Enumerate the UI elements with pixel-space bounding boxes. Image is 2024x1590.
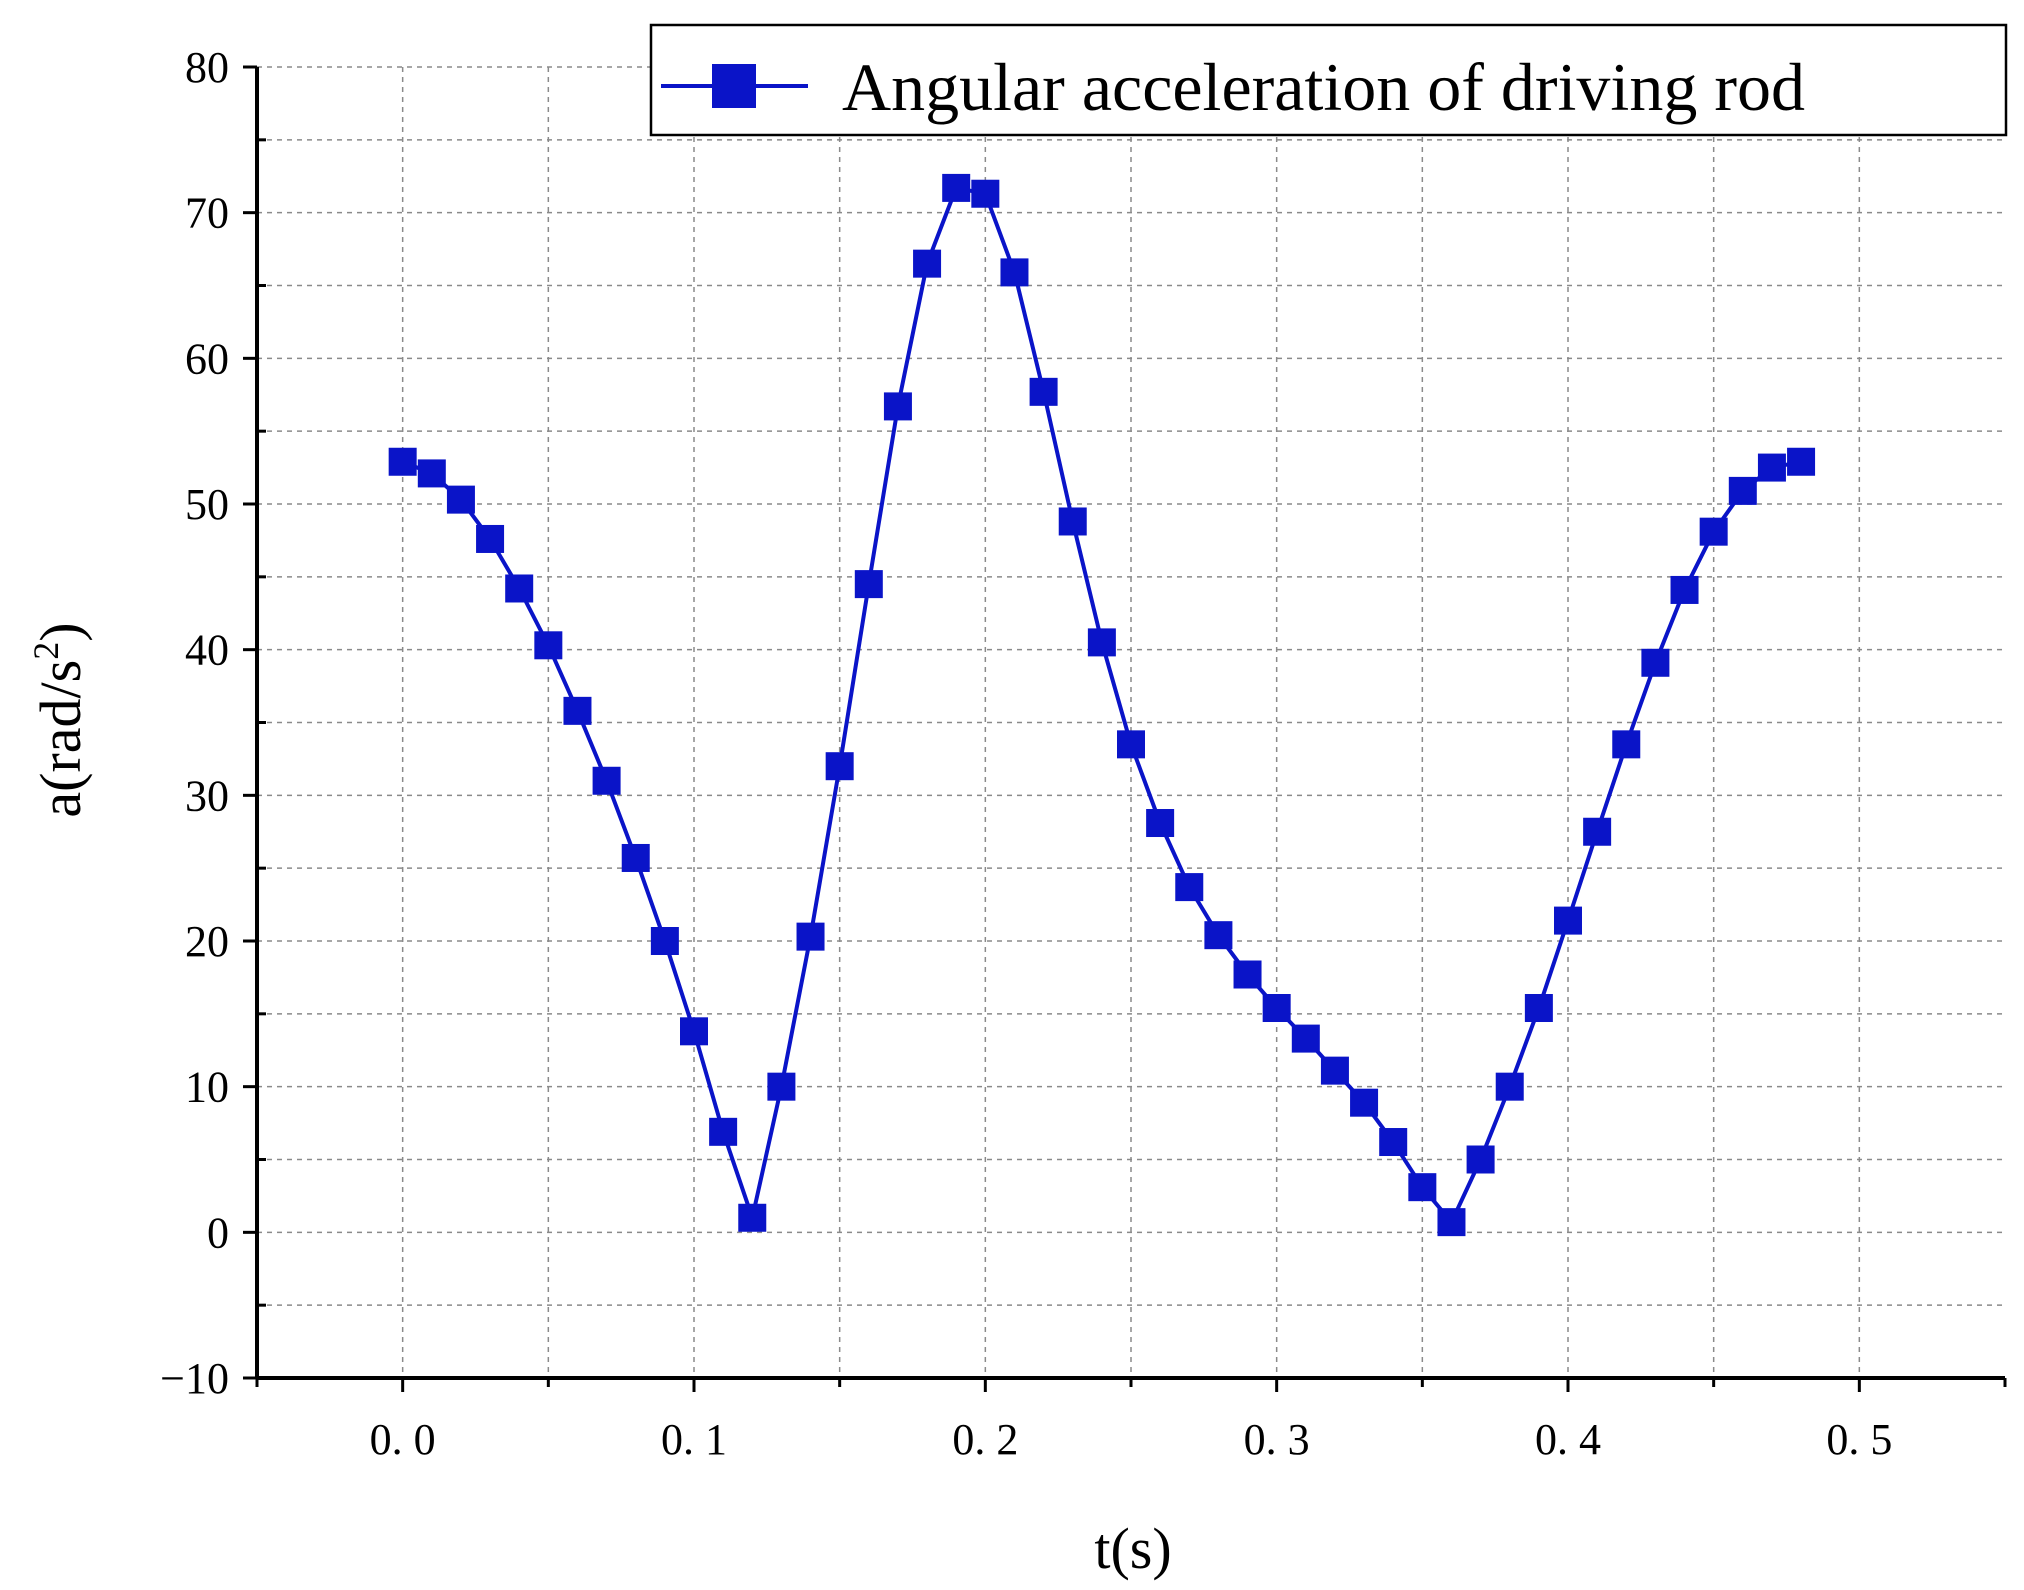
x-axis-title: t(s) <box>1094 1516 1171 1581</box>
y-tick-label: 60 <box>185 334 229 383</box>
x-tick-label: 0. 3 <box>1244 1415 1310 1464</box>
y-tick-label: 80 <box>185 43 229 92</box>
data-point <box>1262 994 1291 1023</box>
y-tick-label: −10 <box>160 1354 229 1403</box>
x-tick-label: 0. 4 <box>1535 1415 1601 1464</box>
data-point <box>1466 1145 1495 1174</box>
data-point <box>534 631 563 660</box>
data-point <box>883 392 912 421</box>
data-point <box>1320 1056 1349 1085</box>
legend-box <box>649 23 2008 137</box>
data-point <box>738 1203 767 1232</box>
y-tick-label: 30 <box>185 771 229 820</box>
data-point <box>1728 476 1757 505</box>
data-point <box>1146 809 1175 838</box>
data-point <box>1757 453 1786 482</box>
data-point <box>1408 1173 1437 1202</box>
data-point <box>796 922 825 951</box>
data-point <box>1117 730 1145 759</box>
data-point <box>1233 960 1262 989</box>
data-point <box>1554 906 1582 935</box>
data-point <box>1437 1208 1466 1237</box>
data-point <box>1641 648 1670 677</box>
x-tick-label: 0. 2 <box>952 1415 1018 1464</box>
data-point <box>1524 994 1553 1023</box>
data-point <box>1058 507 1087 536</box>
tick-labels: −10 0 10 20 30 40 50 60 70 80 0. 0 0. 1 0. 2 0. 3 0. 4… <box>160 43 1892 1464</box>
y-tick-label: 40 <box>185 626 229 675</box>
data-point <box>1612 730 1641 759</box>
y-axis-title-close: ) <box>28 622 93 641</box>
data-point <box>913 249 942 278</box>
data-point <box>1350 1088 1379 1117</box>
data-point <box>1379 1128 1408 1157</box>
data-point <box>505 574 534 603</box>
x-tick-label: 0. 1 <box>661 1415 727 1464</box>
ticks <box>243 65 2007 1392</box>
data-point <box>476 524 505 553</box>
data-point <box>1787 447 1816 476</box>
data-point <box>417 459 446 488</box>
data-point <box>1000 258 1029 287</box>
data-point <box>1175 873 1204 902</box>
y-axis-title-main: a(rad/s <box>28 660 93 818</box>
data-point <box>650 927 679 955</box>
data-point <box>942 173 971 202</box>
data-point <box>388 447 417 476</box>
y-axis-title-superscript: 2 <box>26 642 66 660</box>
data-point <box>971 179 1000 208</box>
data-point <box>1029 377 1058 406</box>
y-tick-label: 10 <box>185 1063 229 1112</box>
y-tick-label: 70 <box>185 189 229 238</box>
data-point <box>621 843 650 872</box>
data-point <box>446 485 475 514</box>
series-layer <box>388 173 1816 1237</box>
data-point <box>1583 817 1612 846</box>
y-tick-label: 20 <box>185 917 229 966</box>
x-tick-label: 0. 0 <box>370 1415 436 1464</box>
y-tick-label: 0 <box>207 1208 229 1257</box>
legend-marker <box>712 64 756 108</box>
data-point <box>1204 921 1233 950</box>
data-point <box>1670 575 1699 604</box>
grid <box>257 66 2005 1378</box>
data-point <box>1495 1072 1524 1101</box>
legend: Angular acceleration of driving rod <box>649 23 2008 137</box>
x-tick-label: 0. 5 <box>1826 1415 1892 1464</box>
y-tick-label: 50 <box>185 480 229 529</box>
data-point <box>592 766 621 795</box>
series-line <box>401 185 1802 1225</box>
data-point <box>680 1017 708 1046</box>
data-point <box>1087 628 1116 657</box>
data-point <box>854 570 883 599</box>
data-point <box>1291 1024 1320 1053</box>
data-point <box>563 696 592 725</box>
data-point <box>1699 517 1728 546</box>
data-point <box>825 752 854 781</box>
y-axis-title: a(rad/s2) <box>26 622 93 817</box>
legend-label: Angular acceleration of driving rod <box>842 49 1805 125</box>
data-point <box>709 1117 738 1146</box>
data-point <box>767 1072 796 1101</box>
